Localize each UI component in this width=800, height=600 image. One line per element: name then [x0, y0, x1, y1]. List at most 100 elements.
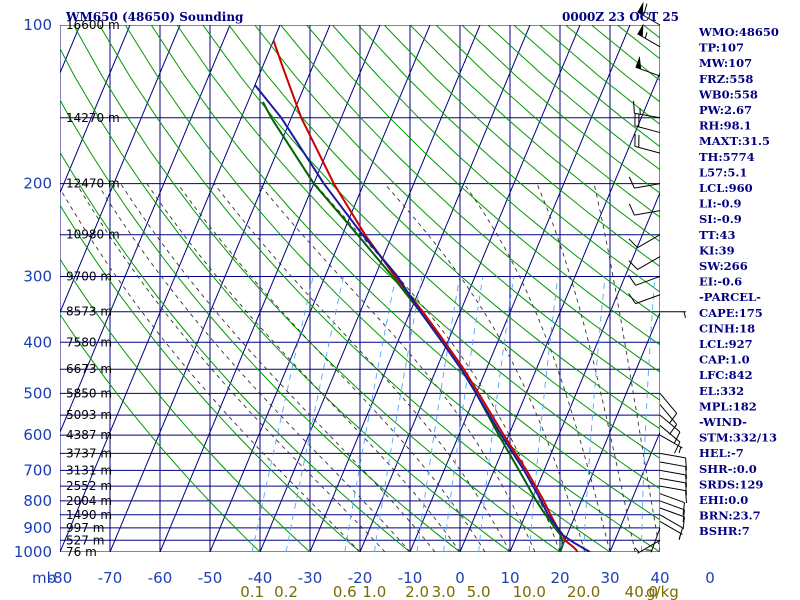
isotherm-line [459, 71, 660, 552]
isotherm-line [60, 25, 281, 552]
dry-adiabat-line [280, 25, 660, 373]
barb-staff [659, 404, 678, 425]
barb-feather [669, 424, 678, 435]
barb-staff [659, 414, 681, 433]
index-value: SRDS:129 [699, 477, 763, 491]
barb-staff [659, 493, 685, 504]
wind-barb [659, 485, 687, 504]
index-value: WB0:558 [698, 87, 758, 101]
barb-staff [659, 485, 686, 492]
barb-feather [674, 431, 681, 444]
isotherm-line [409, 25, 631, 552]
mixing-ratio-line [640, 276, 656, 552]
moist-adiabat-line [384, 183, 586, 552]
barb-half-feather [678, 446, 682, 454]
mixing-ratio-label: 0.6 [333, 583, 357, 600]
barb-feather [682, 509, 685, 523]
index-value: RH:98.1 [699, 119, 752, 133]
index-value: STM:332/13 [699, 431, 777, 445]
barb-feather [628, 238, 638, 249]
barb-feather [682, 516, 685, 530]
moist-adiabat-line [536, 183, 636, 552]
index-value: CAP:1.0 [699, 353, 750, 367]
height-label: 5093 m [66, 408, 112, 422]
index-value: TP:107 [699, 41, 744, 55]
mixing-ratio-label: 40.0 [625, 583, 658, 600]
barb-half-feather [683, 311, 686, 318]
isotherm-line [359, 25, 581, 552]
temperature-tick-label: -20 [348, 569, 373, 587]
barb-staff [659, 469, 686, 476]
moist-adiabat-line [463, 183, 611, 552]
barb-half-feather [678, 533, 682, 540]
temperature-tick-label: 10 [500, 569, 519, 587]
temperature-tick-label: -60 [148, 569, 173, 587]
index-value: WMO:48650 [698, 25, 779, 39]
wind-barb [659, 393, 678, 424]
temperature-tick-label: -40 [248, 569, 273, 587]
index-value: BSHR:7 [699, 524, 750, 538]
mixing-ratio-label: 5.0 [467, 583, 491, 600]
barb-staff [659, 477, 686, 484]
index-value: LCL:927 [699, 337, 753, 351]
barb-staff [659, 393, 678, 414]
wind-barb [634, 539, 661, 554]
barb-staff [634, 210, 661, 216]
isotherm-line [60, 25, 231, 434]
moist-adiabat-line [76, 183, 386, 552]
mixing-ratio-label: 2.0 [405, 583, 429, 600]
barb-staff [659, 434, 683, 449]
index-value: EI:-0.6 [699, 275, 742, 289]
pressure-tick-label: 100 [23, 16, 52, 34]
pressure-unit-label: mb [32, 569, 56, 587]
grid-layer [60, 25, 800, 552]
barb-feather [685, 466, 687, 479]
wind-barb [659, 500, 685, 523]
temperature-tick-label: 0 [705, 569, 715, 587]
isotherm-line [60, 25, 131, 194]
dry-adiabat-line [124, 25, 660, 552]
mixing-ratio-line [416, 276, 461, 552]
height-label: 2004 m [66, 494, 112, 508]
isotherm-line [559, 311, 660, 552]
moist-adiabat-line [213, 183, 511, 552]
isotherm-line [509, 191, 660, 552]
mixing-ratio-label: 0.2 [274, 583, 298, 600]
dry-adiabat-line [383, 25, 660, 268]
wind-barb [659, 452, 687, 471]
barb-half-feather [644, 32, 648, 39]
height-label: 4387 m [66, 428, 112, 442]
pressure-tick-label: 1000 [14, 543, 52, 561]
wind-barb-layer [628, 1, 687, 554]
mixing-ratio-label: 10.0 [513, 583, 546, 600]
isotherm-line [259, 25, 481, 552]
barb-staff [634, 125, 661, 134]
barb-feather [643, 3, 648, 16]
barb-staff [659, 514, 683, 529]
height-label: 6673 m [66, 362, 112, 376]
dry-adiabat-line [254, 25, 660, 401]
temperature-line [272, 40, 579, 552]
index-value: MAXT:31.5 [699, 134, 770, 148]
temperature-tick-label: 20 [550, 569, 569, 587]
index-value: SHR-:0.0 [699, 462, 757, 476]
isotherm-line [760, 25, 800, 552]
isotherm-line [109, 25, 331, 552]
dry-adiabat-line [98, 25, 611, 552]
barb-staff [659, 424, 681, 443]
mixing-ratio-line [285, 276, 344, 552]
barb-half-feather [634, 547, 640, 553]
temperature-tick-label: 30 [600, 569, 619, 587]
mixing-ratio-label: 3.0 [432, 583, 456, 600]
barb-staff [637, 234, 661, 249]
height-label: 997 m [66, 521, 104, 535]
dry-adiabat-line [60, 313, 261, 552]
index-value: TT:43 [699, 228, 736, 242]
mixing-ratio-line [251, 276, 314, 552]
mixing-ratio-label: 0.1 [240, 583, 264, 600]
dry-adiabat-line [539, 25, 660, 125]
height-label: 16600 m [66, 18, 120, 32]
height-label: 7580 m [66, 335, 112, 349]
dry-adiabat-line [357, 25, 660, 293]
